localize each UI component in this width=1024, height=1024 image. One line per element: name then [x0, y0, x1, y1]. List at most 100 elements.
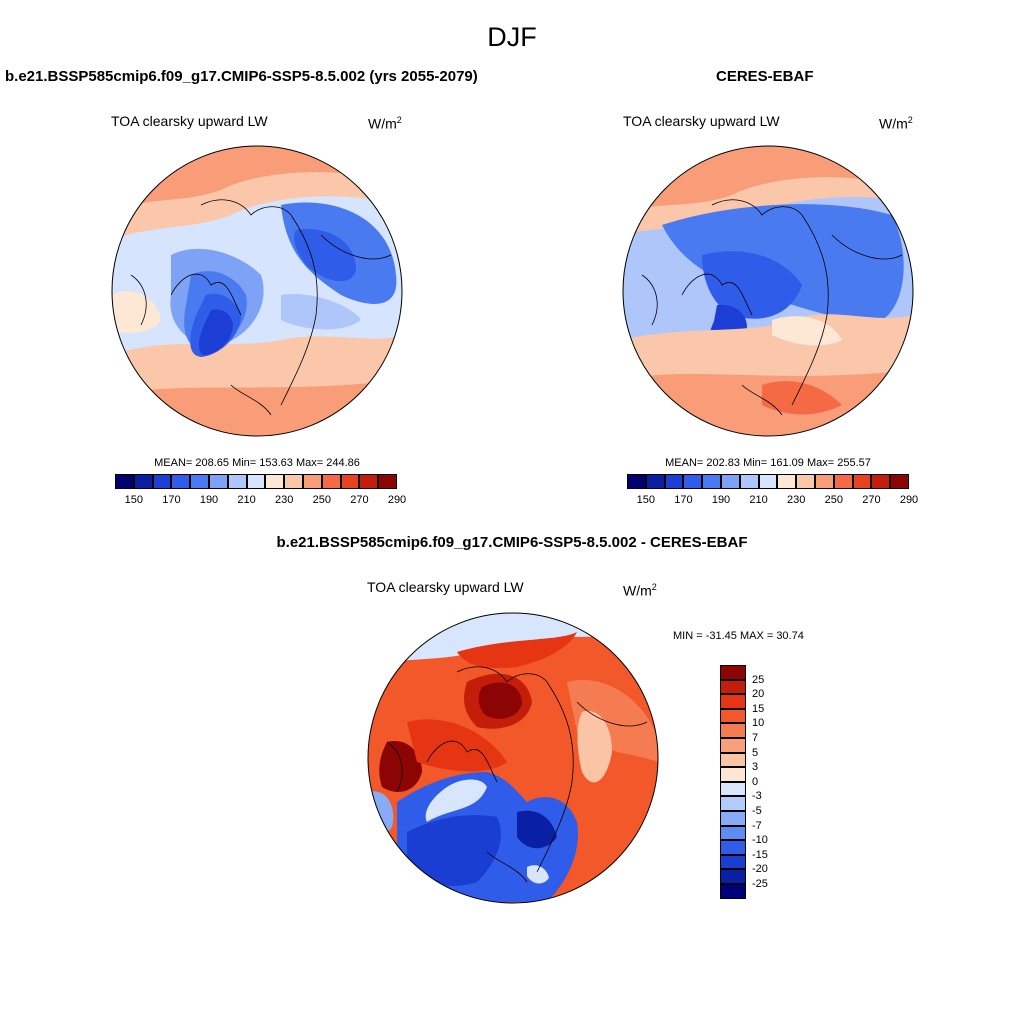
diff-field-label: TOA clearsky upward LW — [367, 579, 524, 595]
colorbar-swatch — [720, 869, 746, 884]
colorbar-swatch — [683, 474, 703, 489]
obs-colorbar: 150 170 190 210 230 250 270 290 — [627, 474, 919, 510]
model-colorbar-ticks: 150 170 190 210 230 250 270 290 — [115, 494, 407, 510]
obs-case-title: CERES-EBAF — [716, 68, 814, 85]
colorbar-tick-label: 25 — [752, 673, 765, 686]
colorbar-tick-label: -20 — [752, 863, 768, 876]
colorbar-tick-label: 170 — [162, 494, 181, 506]
colorbar-tick-label: -3 — [752, 790, 762, 803]
colorbar-tick-label: 210 — [749, 494, 768, 506]
colorbar-swatch — [265, 474, 285, 489]
obs-stats: MEAN= 202.83 Min= 161.09 Max= 255.57 — [665, 457, 871, 469]
colorbar-swatch — [720, 840, 746, 855]
model-units-label: W/m2 — [368, 115, 402, 132]
colorbar-tick-label: 290 — [387, 494, 407, 506]
diff-colorbar-swatches — [720, 665, 746, 899]
obs-polar-map — [622, 145, 914, 437]
diff-colorbar: 25 20 15 10 7 5 3 0 -3 -5 -7 -10 -15 -20 -25 — [720, 665, 768, 899]
colorbar-swatch — [115, 474, 134, 489]
obs-colorbar-swatches — [627, 474, 909, 489]
colorbar-swatch — [227, 474, 247, 489]
diff-stats: MIN = -31.45 MAX = 30.74 — [673, 630, 804, 642]
colorbar-swatch — [133, 474, 153, 489]
colorbar-swatch — [152, 474, 172, 489]
colorbar-swatch — [720, 854, 746, 870]
colorbar-swatch — [720, 883, 746, 899]
colorbar-tick-label: 3 — [752, 761, 759, 774]
colorbar-tick-label: 270 — [862, 494, 881, 506]
colorbar-tick-label: 230 — [787, 494, 806, 506]
model-case-title: b.e21.BSSP585cmip6.f09_g17.CMIP6-SSP5-8.… — [5, 68, 478, 85]
colorbar-tick-label: -5 — [752, 805, 762, 817]
colorbar-tick-label: 210 — [237, 494, 256, 506]
colorbar-swatch — [720, 723, 746, 738]
page-title: DJF — [487, 22, 537, 52]
colorbar-tick-label: 190 — [711, 494, 731, 506]
model-stats: MEAN= 208.65 Min= 153.63 Max= 244.86 — [154, 457, 360, 469]
colorbar-swatch — [720, 474, 740, 489]
diff-polar-map — [367, 612, 659, 904]
model-colorbar-swatches — [115, 474, 397, 489]
model-colorbar: 150 170 190 210 230 250 270 290 — [115, 474, 407, 510]
colorbar-swatch — [777, 474, 797, 489]
colorbar-swatch — [702, 474, 721, 489]
colorbar-tick-label: 250 — [824, 494, 843, 506]
colorbar-tick-label: 15 — [752, 702, 765, 715]
colorbar-swatch — [645, 474, 665, 489]
colorbar-swatch — [627, 474, 646, 489]
colorbar-swatch — [284, 474, 303, 489]
colorbar-swatch — [720, 665, 746, 680]
obs-units-label: W/m2 — [879, 115, 913, 132]
colorbar-tick-label: 5 — [752, 746, 759, 759]
colorbar-swatch — [720, 796, 746, 811]
colorbar-swatch — [720, 767, 746, 782]
colorbar-swatch — [171, 474, 191, 489]
model-field-label: TOA clearsky upward LW — [111, 113, 268, 129]
colorbar-swatch — [739, 474, 759, 489]
colorbar-swatch — [871, 474, 891, 489]
colorbar-swatch — [833, 474, 853, 489]
colorbar-swatch — [720, 781, 746, 797]
colorbar-swatch — [720, 825, 746, 841]
colorbar-swatch — [302, 474, 322, 489]
colorbar-tick-label: -25 — [752, 878, 768, 890]
colorbar-swatch — [190, 474, 209, 489]
colorbar-tick-label: 290 — [899, 494, 919, 506]
colorbar-swatch — [664, 474, 684, 489]
colorbar-tick-label: 150 — [124, 494, 143, 506]
colorbar-tick-label: 270 — [350, 494, 369, 506]
colorbar-swatch — [720, 694, 746, 709]
colorbar-swatch — [246, 474, 266, 489]
colorbar-tick-label: 7 — [752, 732, 759, 744]
colorbar-swatch — [720, 752, 746, 768]
obs-field-label: TOA clearsky upward LW — [623, 113, 780, 129]
colorbar-swatch — [890, 474, 909, 489]
colorbar-tick-label: 10 — [752, 717, 765, 730]
colorbar-swatch — [208, 474, 228, 489]
colorbar-swatch — [720, 708, 746, 724]
colorbar-swatch — [814, 474, 834, 489]
colorbar-swatch — [720, 810, 746, 826]
colorbar-swatch — [720, 679, 746, 695]
colorbar-tick-label: 0 — [752, 775, 759, 788]
colorbar-swatch — [378, 474, 397, 489]
colorbar-swatch — [758, 474, 778, 489]
colorbar-tick-label: 190 — [199, 494, 219, 506]
diff-units-label: W/m2 — [623, 582, 657, 599]
diff-case-title: b.e21.BSSP585cmip6.f09_g17.CMIP6-SSP5-8.… — [276, 534, 748, 551]
colorbar-tick-label: 20 — [752, 688, 765, 701]
colorbar-tick-label: 170 — [674, 494, 693, 506]
colorbar-tick-label: -15 — [752, 848, 768, 861]
colorbar-tick-label: -7 — [752, 819, 762, 832]
colorbar-swatch — [796, 474, 815, 489]
colorbar-tick-label: 230 — [275, 494, 294, 506]
colorbar-swatch — [340, 474, 360, 489]
colorbar-tick-label: 250 — [312, 494, 331, 506]
obs-colorbar-ticks: 150 170 190 210 230 250 270 290 — [627, 494, 919, 510]
colorbar-tick-label: -10 — [752, 834, 768, 847]
colorbar-swatch — [321, 474, 341, 489]
colorbar-swatch — [852, 474, 872, 489]
colorbar-swatch — [359, 474, 379, 489]
colorbar-tick-label: 150 — [636, 494, 655, 506]
colorbar-swatch — [720, 737, 746, 753]
